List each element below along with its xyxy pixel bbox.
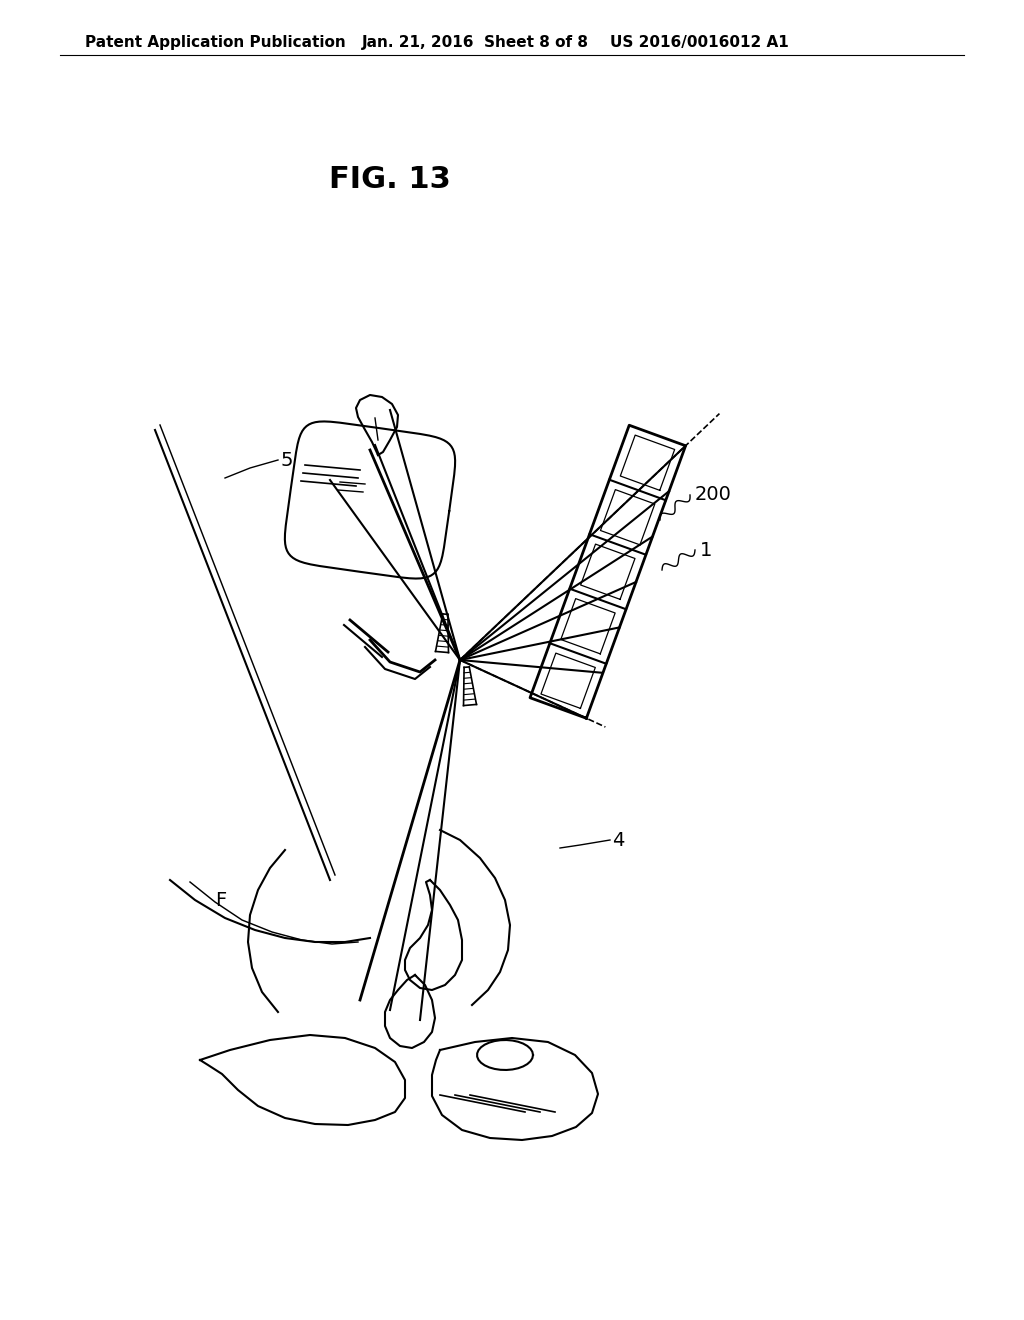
Text: F: F xyxy=(215,891,226,909)
Text: Patent Application Publication: Patent Application Publication xyxy=(85,36,346,50)
Text: 200: 200 xyxy=(695,486,732,504)
Text: FIG. 13: FIG. 13 xyxy=(329,165,451,194)
Text: Jan. 21, 2016  Sheet 8 of 8: Jan. 21, 2016 Sheet 8 of 8 xyxy=(362,36,589,50)
Text: 4: 4 xyxy=(612,830,625,850)
Text: 5: 5 xyxy=(280,450,293,470)
Text: US 2016/0016012 A1: US 2016/0016012 A1 xyxy=(610,36,788,50)
Text: 1: 1 xyxy=(700,540,713,560)
